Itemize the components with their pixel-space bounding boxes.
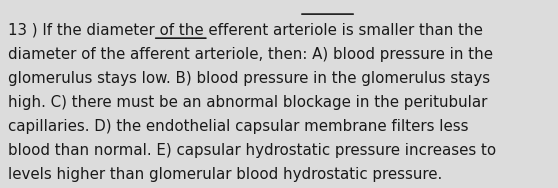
Text: levels higher than glomerular blood hydrostatic pressure.: levels higher than glomerular blood hydr… <box>8 167 442 182</box>
Text: diameter of the afferent arteriole, then: A) blood pressure in the: diameter of the afferent arteriole, then… <box>8 47 493 62</box>
Text: high. C) there must be an abnormal blockage in the peritubular: high. C) there must be an abnormal block… <box>8 95 488 110</box>
Text: blood than normal. E) capsular hydrostatic pressure increases to: blood than normal. E) capsular hydrostat… <box>8 143 497 158</box>
Text: glomerulus stays low. B) blood pressure in the glomerulus stays: glomerulus stays low. B) blood pressure … <box>8 71 490 86</box>
Text: 13 ) If the diameter of the efferent arteriole is smaller than the: 13 ) If the diameter of the efferent art… <box>8 23 483 38</box>
Text: capillaries. D) the endothelial capsular membrane filters less: capillaries. D) the endothelial capsular… <box>8 119 469 134</box>
